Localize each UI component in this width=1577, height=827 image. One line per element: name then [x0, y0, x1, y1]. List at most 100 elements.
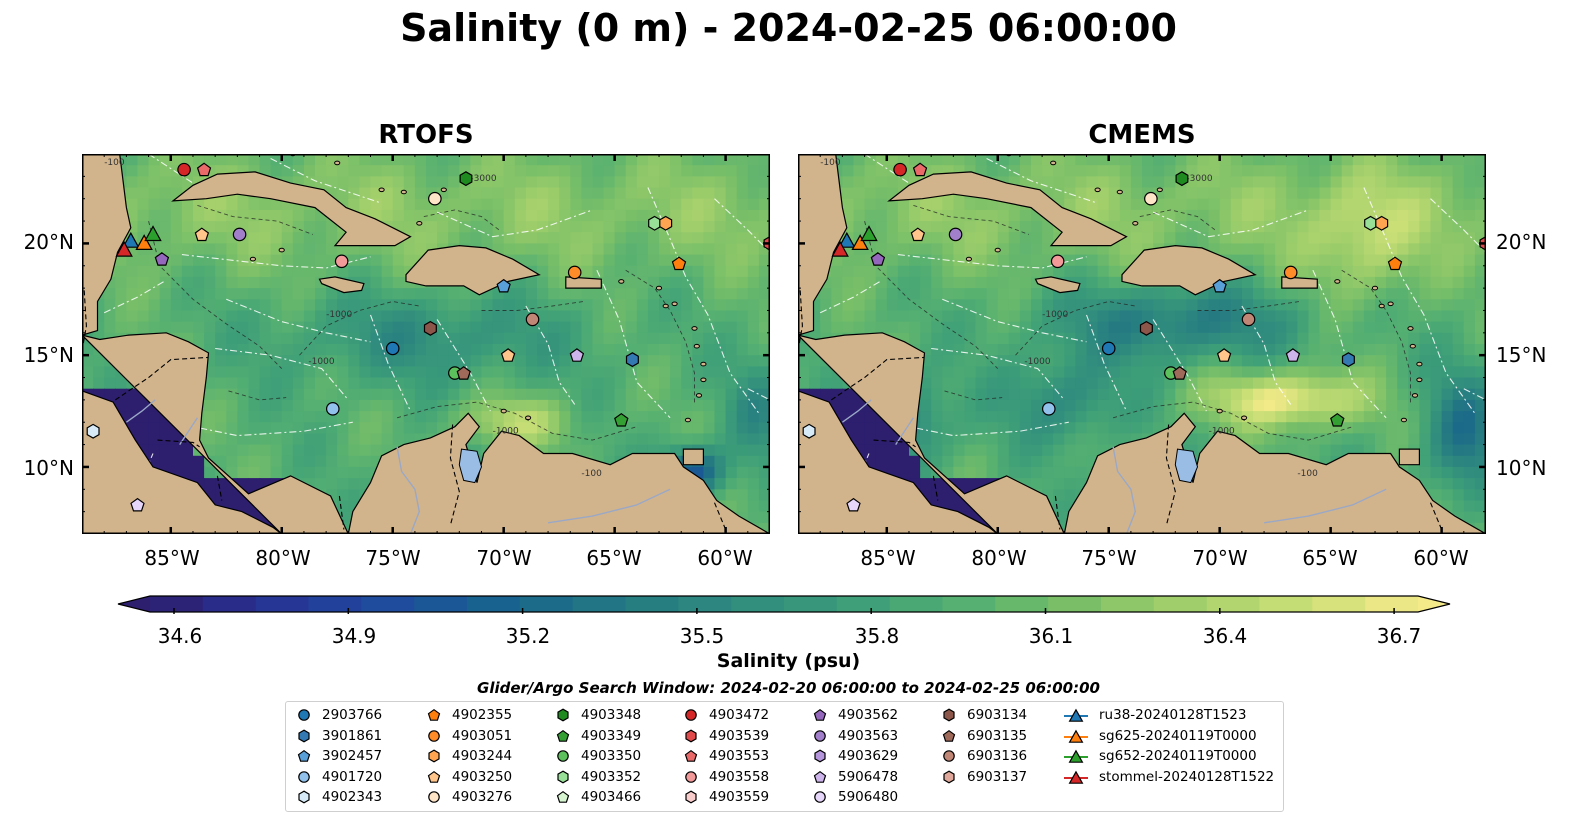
salinity-cell	[703, 198, 716, 211]
salinity-cell	[348, 433, 360, 446]
salinity-cell	[1042, 254, 1054, 267]
salinity-cell	[1275, 265, 1287, 278]
salinity-cell	[1363, 187, 1376, 200]
salinity-cell	[1430, 321, 1443, 334]
salinity-cell	[1297, 187, 1310, 200]
salinity-cell	[337, 265, 349, 278]
salinity-cell	[559, 198, 571, 211]
salinity-cell	[348, 243, 360, 256]
salinity-cell	[1130, 422, 1143, 434]
salinity-cell	[964, 232, 977, 244]
salinity-cell	[1264, 299, 1276, 312]
salinity-cell	[537, 422, 549, 434]
salinity-cell	[986, 366, 999, 379]
contour-label: -1000	[493, 426, 519, 436]
salinity-cell	[1319, 288, 1332, 300]
salinity-cell	[470, 198, 483, 211]
salinity-cell	[747, 332, 760, 345]
lon-label-80w-left: 80°W	[255, 546, 311, 570]
salinity-cell	[1031, 299, 1043, 312]
colorbar-tick: 34.9	[331, 624, 377, 648]
salinity-cell	[292, 221, 305, 233]
salinity-cell	[1474, 466, 1486, 479]
legend-item: 4903051	[426, 726, 512, 746]
salinity-cell	[592, 265, 605, 278]
salinity-cell	[1452, 288, 1465, 300]
salinity-cell	[359, 276, 372, 289]
salinity-cell	[1352, 332, 1365, 345]
salinity-cell	[736, 198, 749, 211]
salinity-cell	[1441, 165, 1454, 177]
salinity-cell	[1286, 388, 1298, 401]
salinity-cell	[692, 321, 704, 334]
salinity-cell	[592, 310, 605, 323]
salinity-cell	[1308, 444, 1321, 457]
salinity-cell	[1108, 243, 1121, 256]
salinity-cell	[259, 377, 272, 390]
salinity-cell	[1042, 221, 1054, 233]
salinity-cell	[370, 187, 383, 200]
salinity-cell	[470, 388, 483, 401]
salinity-cell	[581, 332, 594, 345]
salinity-cell	[1086, 411, 1099, 423]
salinity-cell	[215, 422, 227, 434]
salinity-cell	[248, 221, 261, 233]
salinity-cell	[703, 165, 716, 177]
salinity-cell	[1075, 377, 1088, 390]
salinity-cell	[1275, 366, 1287, 379]
salinity-cell	[681, 243, 693, 256]
salinity-cell	[625, 377, 638, 390]
salinity-cell	[853, 154, 866, 166]
salinity-cell	[1397, 254, 1409, 267]
salinity-cell	[1286, 198, 1298, 211]
salinity-cell	[1108, 299, 1121, 312]
legend-marker-icon	[428, 729, 440, 742]
lon-label-65w-right: 65°W	[1302, 546, 1358, 570]
salinity-cell	[403, 288, 416, 300]
salinity-cell	[625, 221, 638, 233]
salinity-cell	[1430, 232, 1443, 244]
salinity-cell	[1463, 265, 1476, 278]
salinity-cell	[1341, 276, 1354, 289]
salinity-cell	[1363, 265, 1376, 278]
salinity-cell	[403, 321, 416, 334]
salinity-cell	[1319, 232, 1332, 244]
island	[1132, 221, 1139, 226]
salinity-cell	[659, 321, 671, 334]
salinity-cell	[548, 444, 560, 457]
float-marker	[659, 215, 673, 231]
salinity-cell	[681, 366, 693, 379]
island	[1050, 160, 1057, 166]
salinity-cell	[381, 411, 394, 423]
salinity-cell	[1153, 288, 1165, 300]
salinity-cell	[659, 332, 671, 345]
salinity-cell	[1264, 232, 1276, 244]
salinity-cell	[864, 209, 877, 222]
salinity-cell	[909, 288, 921, 300]
salinity-cell	[820, 388, 832, 401]
salinity-cell	[559, 265, 571, 278]
salinity-cell	[1219, 299, 1232, 312]
legend-marker-icon	[297, 750, 311, 762]
salinity-cell	[875, 265, 888, 278]
salinity-cell	[842, 422, 855, 434]
salinity-cell	[581, 388, 594, 401]
salinity-cell	[326, 288, 338, 300]
salinity-cell	[1341, 377, 1354, 390]
salinity-cell	[259, 422, 272, 434]
salinity-cell	[292, 276, 305, 289]
salinity-cell	[897, 276, 910, 289]
salinity-cell	[1119, 243, 1132, 256]
salinity-cell	[975, 154, 988, 166]
salinity-cell	[1253, 209, 1265, 222]
salinity-cell	[1375, 254, 1387, 267]
salinity-cell	[1031, 455, 1043, 468]
salinity-cell	[392, 310, 405, 323]
salinity-cell	[1208, 221, 1221, 233]
salinity-cell	[226, 344, 238, 356]
salinity-cell	[1441, 243, 1454, 256]
salinity-cell	[1319, 355, 1332, 367]
salinity-cell	[1319, 187, 1332, 200]
salinity-cell	[1408, 154, 1420, 166]
salinity-cell	[237, 265, 250, 278]
